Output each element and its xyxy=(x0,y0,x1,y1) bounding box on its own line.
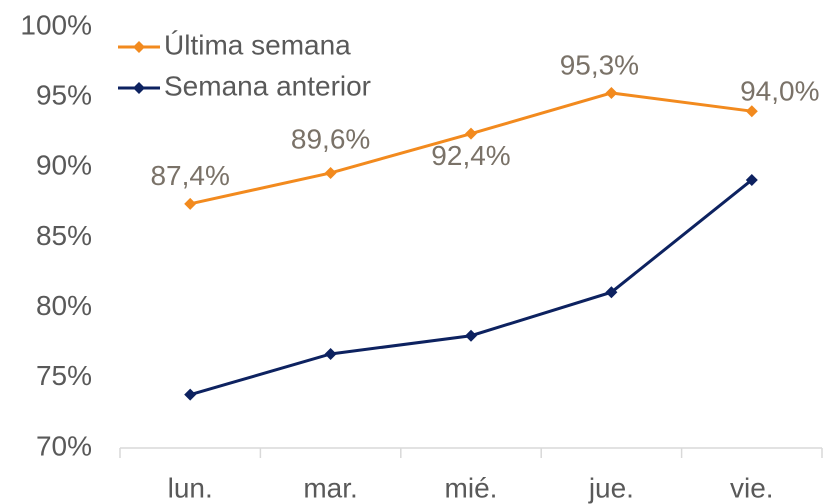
data-label: 89,6% xyxy=(291,123,370,154)
legend-label: Semana anterior xyxy=(164,70,371,101)
x-tick-label: jue. xyxy=(588,472,634,503)
data-label: 94,0% xyxy=(740,76,819,107)
marker xyxy=(184,197,197,210)
marker xyxy=(465,329,477,342)
series-line xyxy=(189,178,753,397)
marker xyxy=(465,127,477,140)
x-tick-label: mié. xyxy=(445,472,498,503)
y-tick-label: 85% xyxy=(36,220,92,251)
legend-marker xyxy=(133,82,145,94)
marker xyxy=(745,173,758,186)
marker xyxy=(184,388,197,401)
y-tick-label: 80% xyxy=(36,290,92,321)
data-label: 87,4% xyxy=(150,160,229,191)
y-tick-label: 95% xyxy=(36,80,92,111)
marker xyxy=(745,105,758,118)
marker xyxy=(324,347,337,360)
y-tick-label: 100% xyxy=(20,9,92,40)
marker xyxy=(605,86,618,99)
x-tick-label: mar. xyxy=(303,472,357,503)
x-tick-label: lun. xyxy=(168,472,213,503)
data-label: 92,4% xyxy=(431,140,510,171)
marker xyxy=(605,286,618,299)
marker xyxy=(324,166,337,179)
y-tick-label: 70% xyxy=(36,430,92,461)
legend-marker xyxy=(133,41,145,53)
legend-label: Última semana xyxy=(164,29,351,60)
x-tick-label: vie. xyxy=(730,472,774,503)
data-label: 95,3% xyxy=(560,49,639,80)
y-tick-label: 90% xyxy=(36,150,92,181)
y-tick-label: 75% xyxy=(36,360,92,391)
